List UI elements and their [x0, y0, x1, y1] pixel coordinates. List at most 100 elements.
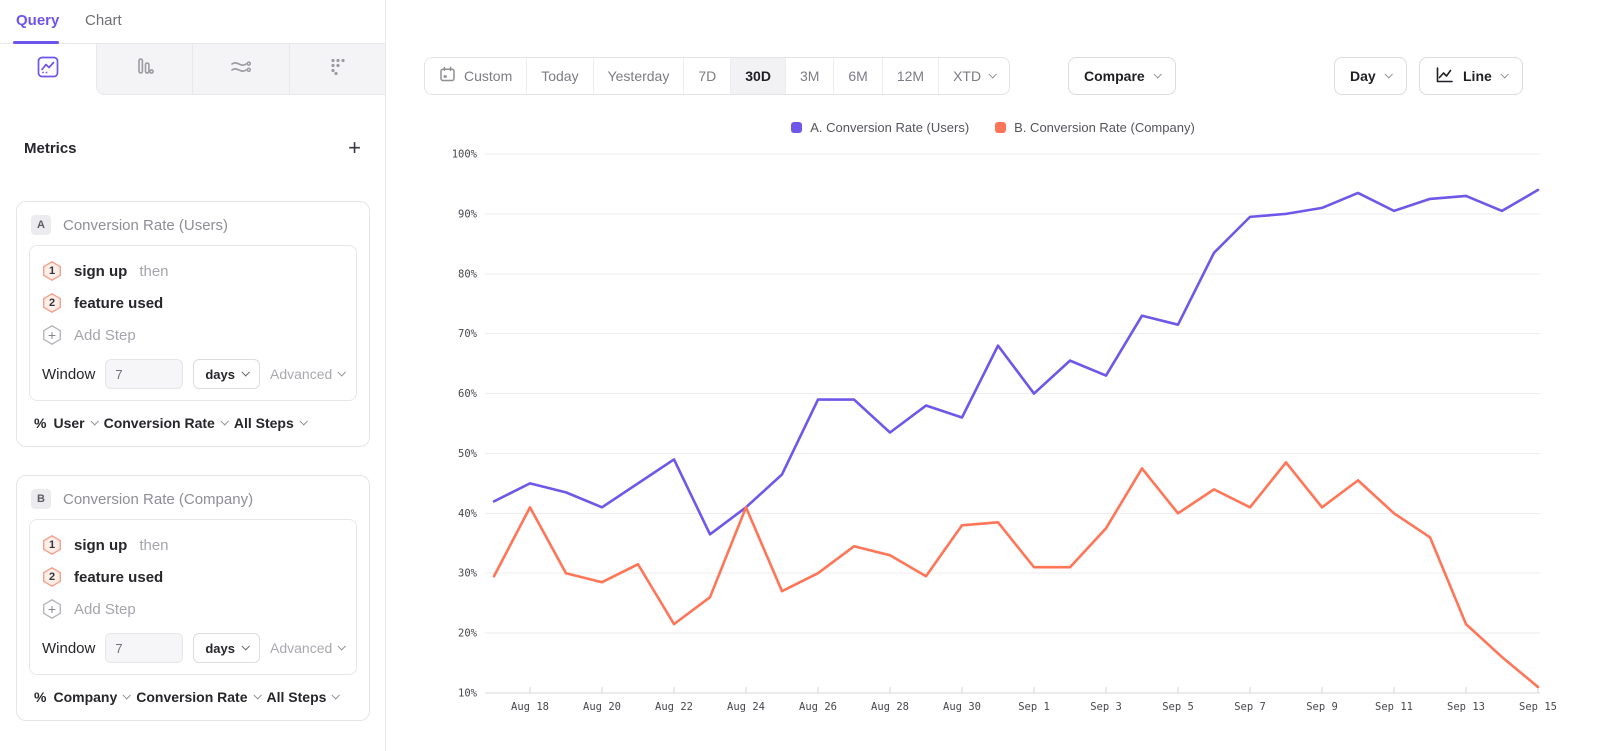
svg-text:10%: 10%	[458, 688, 478, 700]
step-event-name: sign up	[74, 536, 128, 554]
range-today[interactable]: Today	[526, 58, 592, 94]
scatter-icon	[325, 55, 349, 84]
legend-item-a[interactable]: A. Conversion Rate (Users)	[791, 120, 969, 135]
window-label: Window	[42, 365, 96, 383]
chevron-down-icon	[241, 367, 250, 377]
active-tab-underline	[13, 41, 59, 44]
svg-text:Aug 30: Aug 30	[943, 701, 981, 713]
range-6m[interactable]: 6M	[833, 58, 881, 94]
compare-button[interactable]: Compare	[1068, 57, 1176, 95]
window-value-input[interactable]	[105, 633, 184, 663]
chevron-down-icon	[90, 416, 99, 426]
add-step-button[interactable]: + Add Step	[40, 593, 346, 625]
chart-type-tab-bar[interactable]	[95, 44, 192, 95]
metric-card-a: A Conversion Rate (Users) 1 sign up then…	[16, 201, 370, 447]
svg-text:Sep 7: Sep 7	[1234, 701, 1266, 713]
svg-text:Aug 20: Aug 20	[583, 701, 621, 713]
chart-type-tab-line[interactable]	[0, 44, 96, 95]
chevron-down-icon	[988, 69, 998, 79]
chevron-down-icon	[299, 416, 308, 426]
add-step-label: Add Step	[74, 600, 136, 618]
funnel-step-2[interactable]: 2 feature used	[40, 287, 346, 319]
chart-area: Custom Today Yesterday 7D 30D 3M 6M 12M …	[386, 0, 1600, 751]
metric-title: Conversion Rate (Company)	[63, 490, 254, 508]
chevron-down-icon	[1153, 69, 1162, 79]
svg-text:70%: 70%	[458, 328, 478, 340]
steps-scope-dropdown[interactable]: All Steps	[234, 415, 308, 431]
range-3m[interactable]: 3M	[784, 58, 833, 94]
flow-icon	[228, 54, 254, 85]
svg-text:Aug 26: Aug 26	[799, 701, 837, 713]
step-event-name: feature used	[74, 294, 164, 312]
chevron-down-icon	[241, 641, 250, 651]
granularity-dropdown[interactable]: Day	[1334, 57, 1407, 95]
funnel-step-2[interactable]: 2 feature used	[40, 561, 346, 593]
svg-text:Aug 18: Aug 18	[511, 701, 549, 713]
tab-chart[interactable]: Chart	[85, 12, 122, 29]
date-range-selector: Custom Today Yesterday 7D 30D 3M 6M 12M …	[424, 57, 1011, 95]
svg-text:Aug 28: Aug 28	[871, 701, 909, 713]
line-chart-icon	[1435, 66, 1454, 87]
step-number-badge: 2	[42, 293, 62, 313]
metric-type-dropdown[interactable]: Conversion Rate	[136, 689, 262, 705]
add-metric-button[interactable]: +	[348, 135, 361, 160]
chart-style-dropdown[interactable]: Line	[1419, 57, 1523, 95]
funnel-steps-panel: 1 sign up then 2 feature used + Add Step…	[29, 245, 357, 401]
add-step-button[interactable]: + Add Step	[40, 319, 346, 351]
chart-type-tab-scatter[interactable]	[288, 44, 385, 95]
step-event-name: sign up	[74, 262, 128, 280]
window-unit-dropdown[interactable]: days	[193, 633, 260, 663]
range-xtd-dropdown[interactable]: XTD	[938, 58, 1009, 94]
window-value-input[interactable]	[105, 359, 184, 389]
metric-card-b: B Conversion Rate (Company) 1 sign up th…	[16, 475, 370, 721]
steps-scope-dropdown[interactable]: All Steps	[267, 689, 341, 705]
line-chart-plot: 100% 90% 80% 70% 60% 50% 40% 30% 20% 10% Aug 18 Aug…	[440, 140, 1565, 725]
step-number-badge: 2	[42, 567, 62, 587]
chart-type-tab-flow[interactable]	[192, 44, 289, 95]
window-unit-dropdown[interactable]: days	[193, 359, 260, 389]
entity-dropdown[interactable]: Company	[53, 689, 132, 705]
metrics-title: Metrics	[24, 139, 77, 157]
step-suffix: then	[139, 536, 169, 554]
advanced-dropdown[interactable]: Advanced	[270, 366, 347, 382]
svg-text:Aug 24: Aug 24	[727, 701, 765, 713]
svg-text:30%: 30%	[458, 568, 478, 580]
metric-type-dropdown[interactable]: Conversion Rate	[104, 415, 229, 431]
range-custom[interactable]: Custom	[425, 58, 526, 94]
chevron-down-icon	[220, 416, 229, 426]
legend-item-b[interactable]: B. Conversion Rate (Company)	[995, 120, 1195, 135]
svg-text:50%: 50%	[458, 448, 478, 460]
step-suffix: then	[139, 262, 169, 280]
range-7d[interactable]: 7D	[683, 58, 730, 94]
svg-text:Sep 9: Sep 9	[1306, 701, 1338, 713]
add-step-label: Add Step	[74, 326, 136, 344]
chevron-down-icon	[337, 641, 347, 651]
step-number-badge: 1	[42, 535, 62, 555]
measure-row: % Company Conversion Rate All Steps	[17, 675, 369, 720]
metrics-header: Metrics +	[24, 135, 361, 160]
funnel-steps-panel: 1 sign up then 2 feature used + Add Step…	[29, 519, 357, 675]
tab-query[interactable]: Query	[16, 12, 60, 29]
range-12m[interactable]: 12M	[881, 58, 938, 94]
range-30d[interactable]: 30D	[730, 58, 785, 94]
chevron-down-icon	[337, 367, 347, 377]
chevron-down-icon	[1384, 69, 1393, 79]
svg-text:60%: 60%	[458, 388, 478, 400]
metric-badge: B	[31, 489, 51, 509]
chart-legend: A. Conversion Rate (Users) B. Conversion…	[386, 120, 1600, 135]
entity-dropdown[interactable]: User	[53, 415, 99, 431]
conversion-window-row: Window days Advanced	[40, 625, 347, 665]
bar-chart-icon	[132, 55, 156, 84]
add-step-icon: +	[42, 599, 62, 619]
conversion-window-row: Window days Advanced	[40, 351, 347, 391]
funnel-step-1[interactable]: 1 sign up then	[40, 255, 346, 287]
funnel-step-1[interactable]: 1 sign up then	[40, 529, 346, 561]
sidebar-top-tabs: Query Chart	[0, 0, 385, 44]
svg-text:Sep 5: Sep 5	[1162, 701, 1194, 713]
range-yesterday[interactable]: Yesterday	[592, 58, 684, 94]
svg-text:Sep 15: Sep 15	[1519, 701, 1557, 713]
advanced-dropdown[interactable]: Advanced	[270, 640, 347, 656]
metric-card-b-header[interactable]: B Conversion Rate (Company)	[17, 476, 369, 519]
metric-card-a-header[interactable]: A Conversion Rate (Users)	[17, 202, 369, 245]
